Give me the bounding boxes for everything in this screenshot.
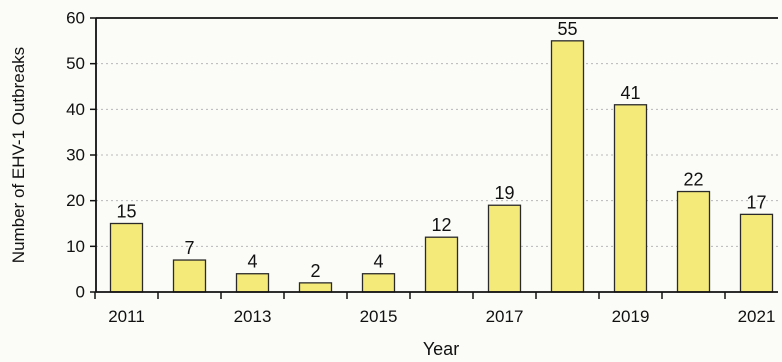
y-ticks-layer: 0 10 20 30 40 50 60 bbox=[66, 9, 96, 302]
bar-2018 bbox=[550, 40, 585, 293]
data-label: 19 bbox=[494, 183, 514, 203]
x-tick-label: 2015 bbox=[360, 307, 398, 326]
y-tick-label: 60 bbox=[66, 9, 85, 28]
bar-2017 bbox=[487, 204, 522, 293]
y-tick-label: 10 bbox=[66, 237, 85, 256]
data-label: 17 bbox=[746, 192, 766, 212]
y-axis-title: Number of EHV-1 Outbreaks bbox=[9, 47, 28, 263]
data-label: 15 bbox=[116, 202, 136, 222]
x-tick-label: 2013 bbox=[234, 307, 272, 326]
bar-2021 bbox=[739, 213, 774, 293]
data-label: 2 bbox=[310, 261, 320, 281]
bars-layer bbox=[109, 40, 774, 293]
data-label: 41 bbox=[620, 83, 640, 103]
data-label: 4 bbox=[373, 252, 383, 272]
y-tick-label: 20 bbox=[66, 191, 85, 210]
x-ticks-layer: 2011 2013 2015 2017 2019 2021 bbox=[94, 292, 776, 326]
x-tick-label: 2011 bbox=[108, 307, 145, 326]
y-tick-label: 0 bbox=[76, 283, 85, 302]
data-label: 12 bbox=[431, 215, 451, 235]
bar-2011 bbox=[109, 222, 144, 293]
bar-2019 bbox=[613, 104, 648, 293]
bar-2013 bbox=[235, 273, 270, 293]
data-label: 55 bbox=[557, 19, 577, 39]
data-label: 7 bbox=[184, 238, 194, 258]
y-tick-label: 40 bbox=[66, 100, 85, 119]
x-tick-label: 2021 bbox=[738, 307, 776, 326]
x-axis-title: Year bbox=[423, 339, 459, 359]
x-tick-label: 2019 bbox=[612, 307, 650, 326]
bar-2020 bbox=[676, 190, 711, 293]
data-labels-layer: 15 7 4 2 4 12 19 55 41 22 17 bbox=[116, 19, 766, 281]
data-label: 4 bbox=[247, 252, 257, 272]
y-tick-label: 50 bbox=[66, 54, 85, 73]
data-label: 22 bbox=[683, 170, 703, 190]
bar-2012 bbox=[172, 259, 207, 293]
bar-2014 bbox=[298, 282, 333, 293]
bar-2016 bbox=[424, 236, 459, 293]
y-tick-label: 30 bbox=[66, 146, 85, 165]
bar-2015 bbox=[361, 273, 396, 293]
x-tick-label: 2017 bbox=[486, 307, 524, 326]
